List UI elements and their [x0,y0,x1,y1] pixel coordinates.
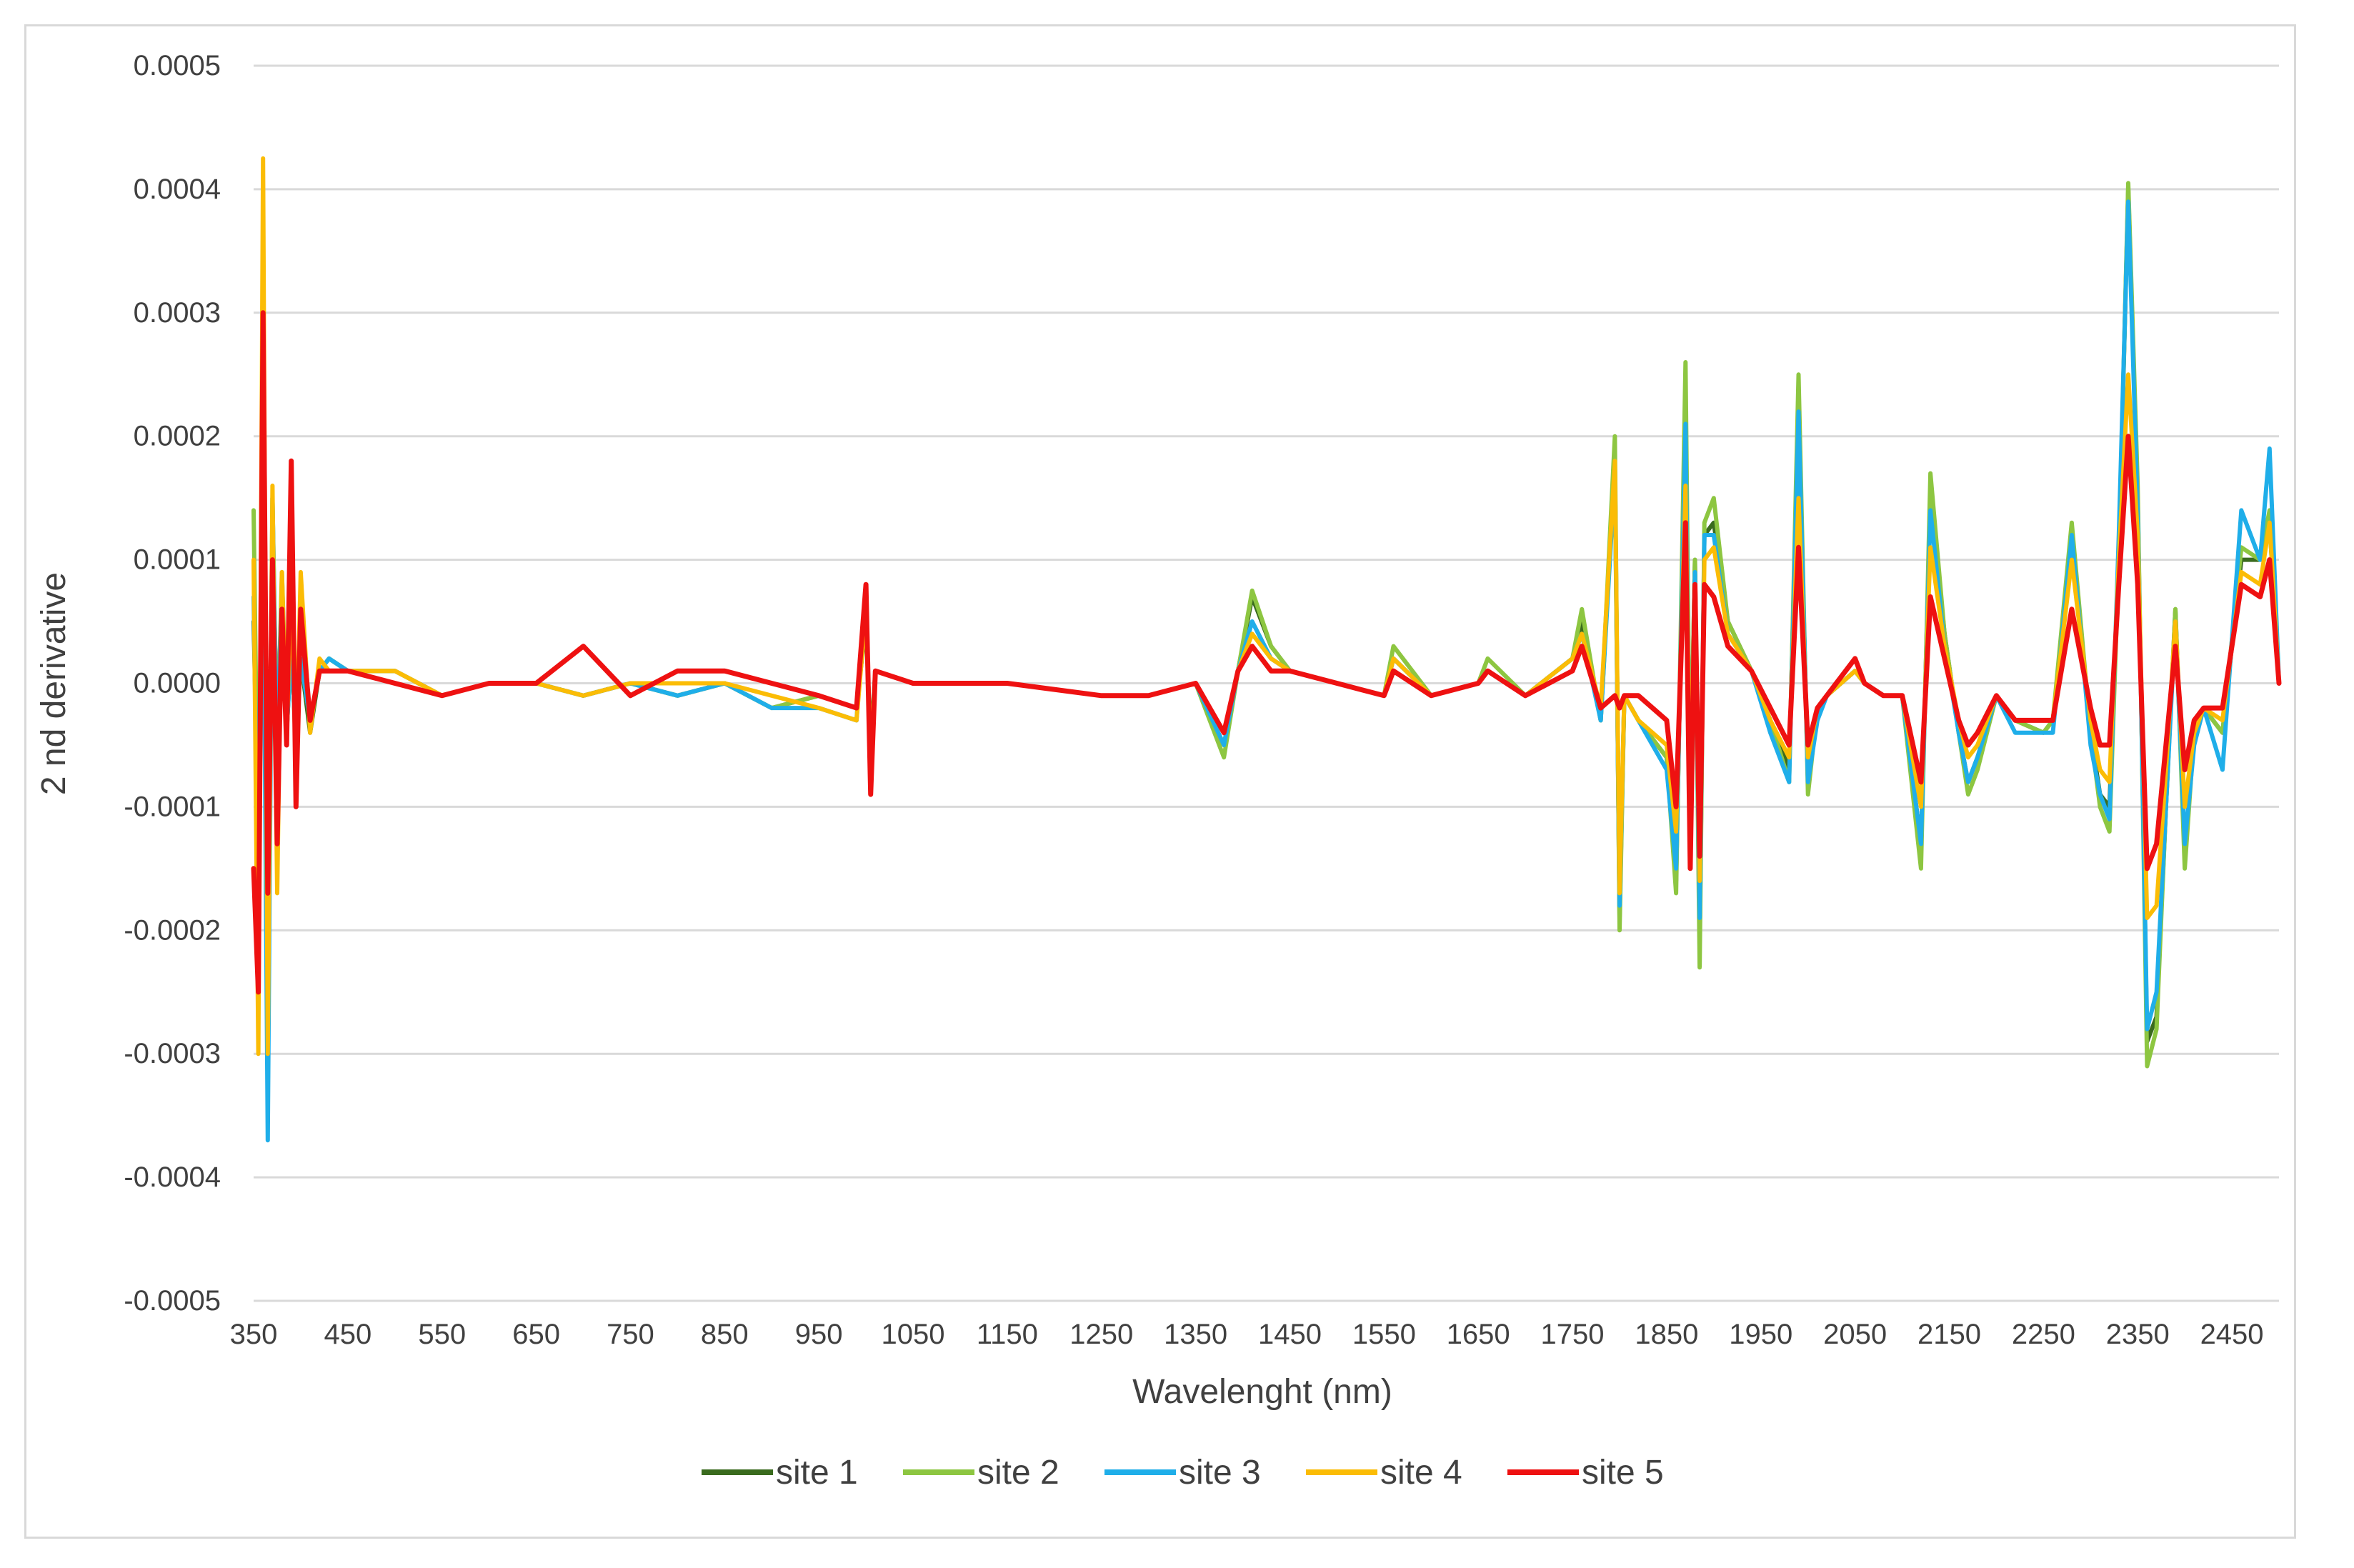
x-tick-label: 850 [701,1319,749,1350]
series-line-site-3 [251,199,2281,1143]
x-tick-labels: 350 450 550 650 750 850 950 1050 1150 1250 1350 145… [230,1319,2264,1350]
y-tick-label: -0.0005 [124,1285,221,1317]
legend-label: site 2 [977,1454,1059,1492]
y-tick-labels: 0.0005 0.0004 0.0003 0.0002 0.0001 0.0000 -0.0… [124,50,221,1317]
y-tick-label: 0.0005 [134,50,221,81]
x-tick-label: 1550 [1352,1319,1416,1350]
series-lines [251,156,2282,1143]
legend-label: site 4 [1380,1454,1462,1492]
series-line-site-5 [251,310,2282,995]
y-tick-label: 0.0003 [134,297,221,329]
legend-item: site 3 [1104,1454,1261,1492]
x-tick-label: 2350 [2106,1319,2170,1350]
x-axis-title: Wavelenght (nm) [1132,1373,1392,1411]
legend-item: site 1 [702,1454,858,1492]
y-tick-label: 0.0002 [134,421,221,452]
gridlines [254,64,2279,1302]
x-tick-label: 1750 [1541,1319,1605,1350]
x-tick-label: 1150 [977,1319,1038,1350]
y-tick-label: -0.0001 [124,791,221,822]
x-tick-label: 2150 [1917,1319,1981,1350]
legend-label: site 3 [1179,1454,1261,1492]
series-line-site-4 [251,156,2281,1057]
x-tick-label: 1050 [882,1319,945,1350]
y-axis-title: 2 nd derivative [35,572,73,795]
legend-label: site 5 [1582,1454,1664,1492]
x-tick-label: 550 [418,1319,466,1350]
x-tick-label: 650 [512,1319,560,1350]
legend-item: site 5 [1507,1454,1664,1492]
x-tick-label: 750 [607,1319,654,1350]
legend-label: site 1 [776,1454,858,1492]
x-tick-label: 1650 [1447,1319,1510,1350]
y-tick-label: 0.0001 [134,544,221,576]
series-line-site-1 [251,186,2281,1044]
x-tick-label: 1950 [1729,1319,1792,1350]
line-chart: 0.0005 0.0004 0.0003 0.0002 0.0001 0.0000 -0.0… [35,50,2282,1492]
y-tick-label: -0.0002 [124,914,221,946]
legend-item: site 4 [1306,1454,1462,1492]
x-tick-label: 2050 [1823,1319,1887,1350]
y-tick-label: 0.0000 [134,668,221,699]
x-tick-label: 350 [230,1319,278,1350]
x-tick-label: 1850 [1635,1319,1698,1350]
x-tick-label: 450 [324,1319,371,1350]
x-tick-label: 1450 [1258,1319,1322,1350]
x-tick-label: 1350 [1164,1319,1227,1350]
y-tick-label: 0.0004 [134,174,221,205]
series-line-site-2 [251,181,2281,1069]
x-tick-label: 1250 [1069,1319,1133,1350]
y-tick-label: -0.0004 [124,1162,221,1193]
chart-frame: 0.0005 0.0004 0.0003 0.0002 0.0001 0.0000 -0.0… [24,24,2296,1539]
x-tick-label: 2450 [2200,1319,2264,1350]
legend: site 1 site 2 site 3 site 4 site 5 [702,1454,1664,1492]
legend-item: site 2 [903,1454,1059,1492]
x-tick-label: 2250 [2012,1319,2075,1350]
y-tick-label: -0.0003 [124,1038,221,1069]
x-tick-label: 950 [795,1319,843,1350]
